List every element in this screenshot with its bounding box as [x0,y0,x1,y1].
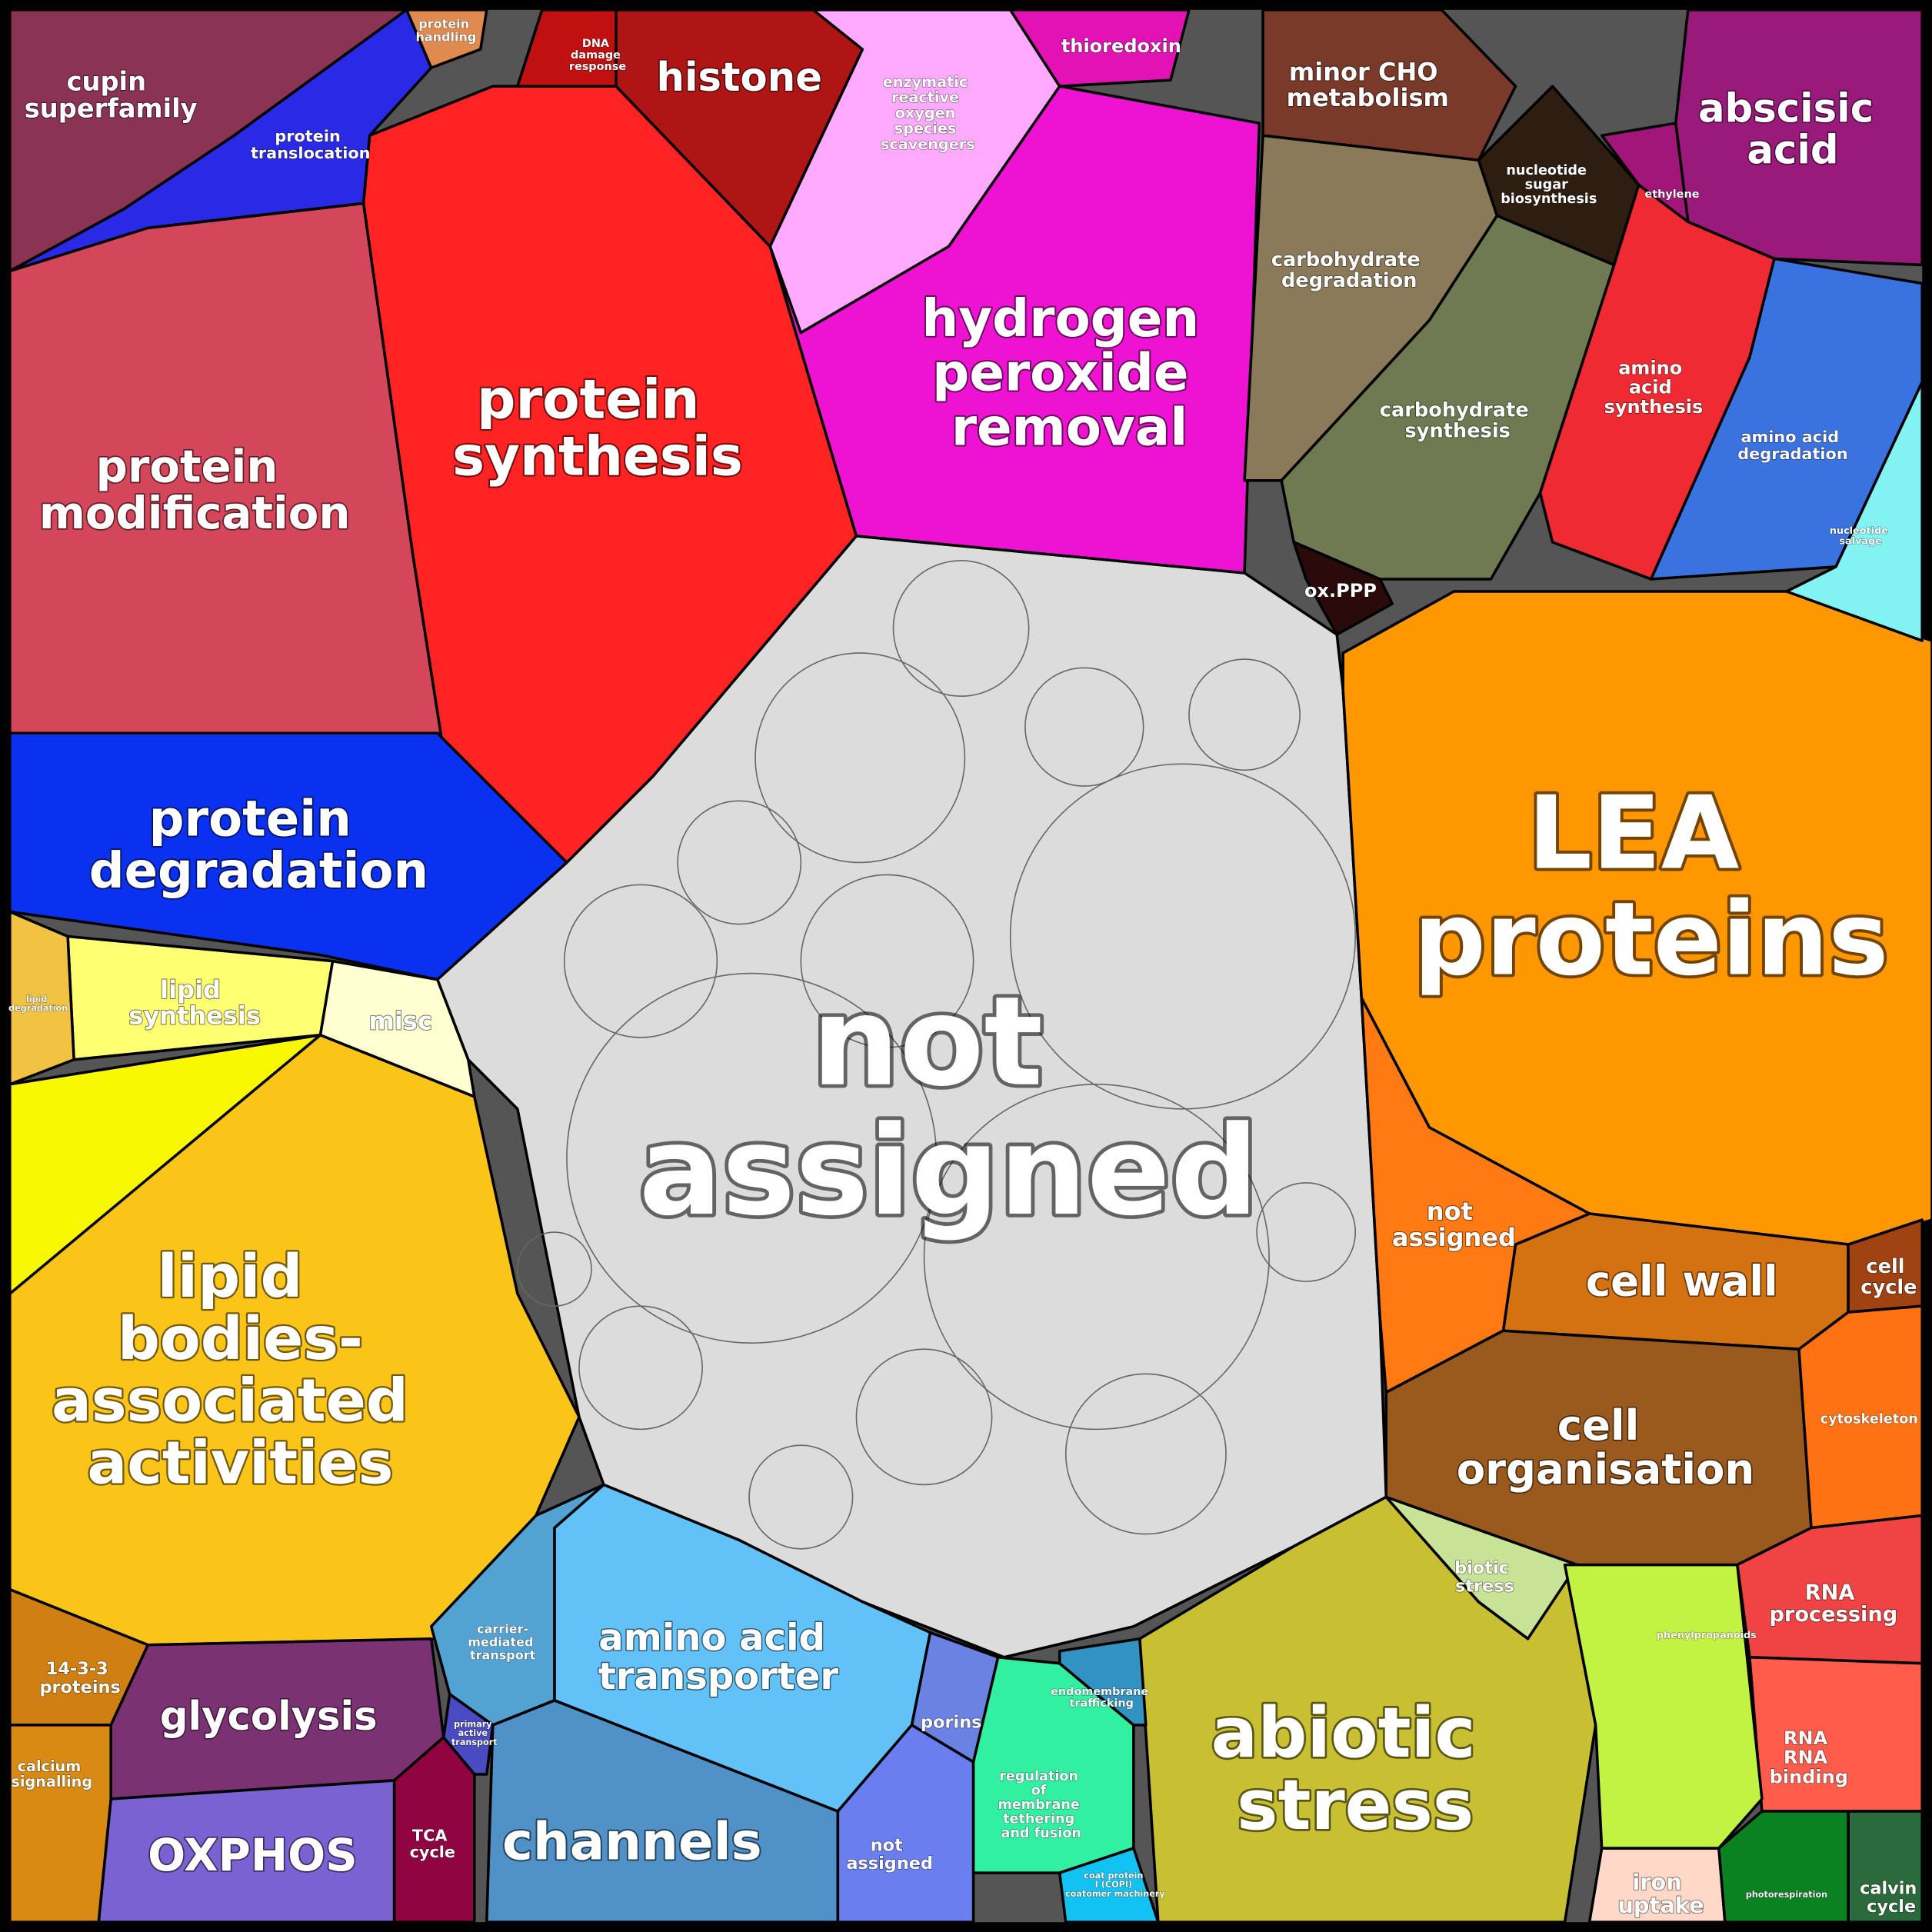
cell-label: regulation of membrane tethering and fus… [998,1769,1084,1841]
cell-label: carrier-mediated transport [468,1621,538,1662]
cell-label: OXPHOS [148,1828,357,1880]
cell [8,910,75,1086]
cell [441,1693,495,1776]
cell-label: abscisic acid [1698,86,1887,174]
cell-label: iron uptake [1617,1869,1704,1918]
cell-label: endomembrane trafficking [1051,1686,1152,1710]
cell-label: cell wall [1586,1256,1778,1305]
cell-label: coat protein I (COPI) coatomer machinery [1065,1870,1165,1899]
cell-label: biotic stress [1454,1557,1515,1596]
cell [1736,1514,1924,1665]
cell-label: nucleotide sugar biosynthesis [1501,163,1597,207]
cell [318,959,476,1098]
cell-label: enzymatic reactive oxygen species scaven… [881,73,975,153]
cell-label: hydrogen peroxide removal [921,288,1217,457]
cell-label: carbohydrate degradation [1271,248,1427,292]
cell-label: cell organisation [1457,1401,1754,1494]
cell [392,1736,476,1924]
cell [1008,8,1191,88]
cell-label: photorespiration [1746,1890,1827,1900]
cell-label: protein synthesis [452,368,743,488]
cell-label: primary active transport [451,1719,498,1747]
cell-label: porins [921,1712,981,1732]
cells [8,8,1932,1924]
cell [8,8,433,273]
cell-label: RNA RNA binding [1770,1727,1848,1787]
cell-label: calvin cycle [1860,1878,1923,1917]
cell-label: carbohydrate synthesis [1380,398,1536,442]
cell-label: not assigned [1392,1197,1516,1252]
cell-label: nucleotide salvage [1830,525,1891,547]
cell [1600,122,1690,224]
cell-label: protein translocation [251,127,370,162]
cell [8,1033,322,1295]
cell-label: glycolysis [160,1694,378,1740]
cell-label: ox.PPP [1304,580,1377,601]
cell [1797,1304,1924,1530]
cell-label: cell cycle [1860,1255,1917,1299]
cell-label: not assigned [846,1835,933,1874]
cell-label: cytoskeleton [1820,1412,1918,1427]
labels: not assigned LEA proteins protein synthesi… [8,16,1924,1919]
cell [1717,1810,1850,1924]
cell-label: LEA proteins [1414,774,1889,998]
cell-label: lipid synthesis [128,975,261,1031]
cell-label: protein modification [39,440,351,539]
cell-label: protein handling [415,16,476,44]
cell-label: calcium signalling [11,1757,92,1790]
cell-label: minor CHO metabolism [1287,57,1449,112]
cell-label: protein degradation [89,791,428,899]
cell [8,1724,112,1924]
cell-label: misc [368,1007,431,1036]
cell [1360,996,1591,1394]
cell [1292,541,1394,636]
cell-label: channels [502,1811,762,1871]
cell [971,1655,1135,1874]
cell [1384,1495,1579,1641]
cell-label: abiotic stress [1211,1694,1500,1846]
cell [1261,8,1517,162]
cell [516,8,618,88]
cell [405,8,488,69]
cell-label: TCA cycle [410,1826,456,1861]
cell-label: phenylpropanoids [1657,1629,1757,1641]
cell-label: cupin superfamily [25,66,198,123]
cell [1785,380,1924,642]
cell-label: RNA processing [1769,1581,1897,1627]
cell [1058,1847,1160,1924]
cell [1748,1655,1924,1813]
cell-label: amino acid transporter [598,1617,839,1698]
cell-label: not assigned [639,970,1259,1243]
cell-label: DNA damage response [569,38,626,73]
cell-label: amino acid synthesis [1604,357,1704,417]
cell-label: lipid degradation [8,994,68,1014]
cell-label: lipid bodies-associated activities [52,1243,429,1497]
cell-label: 14-3-3 proteins [39,1659,120,1697]
cell-label: amino acid degradation [1737,428,1847,463]
cell-label: ethylene [1644,188,1699,201]
cell [1058,1637,1148,1727]
sub-cells [517,560,1357,1550]
cell-label: thioredoxin [1061,35,1181,57]
cell-label: histone [656,55,822,101]
